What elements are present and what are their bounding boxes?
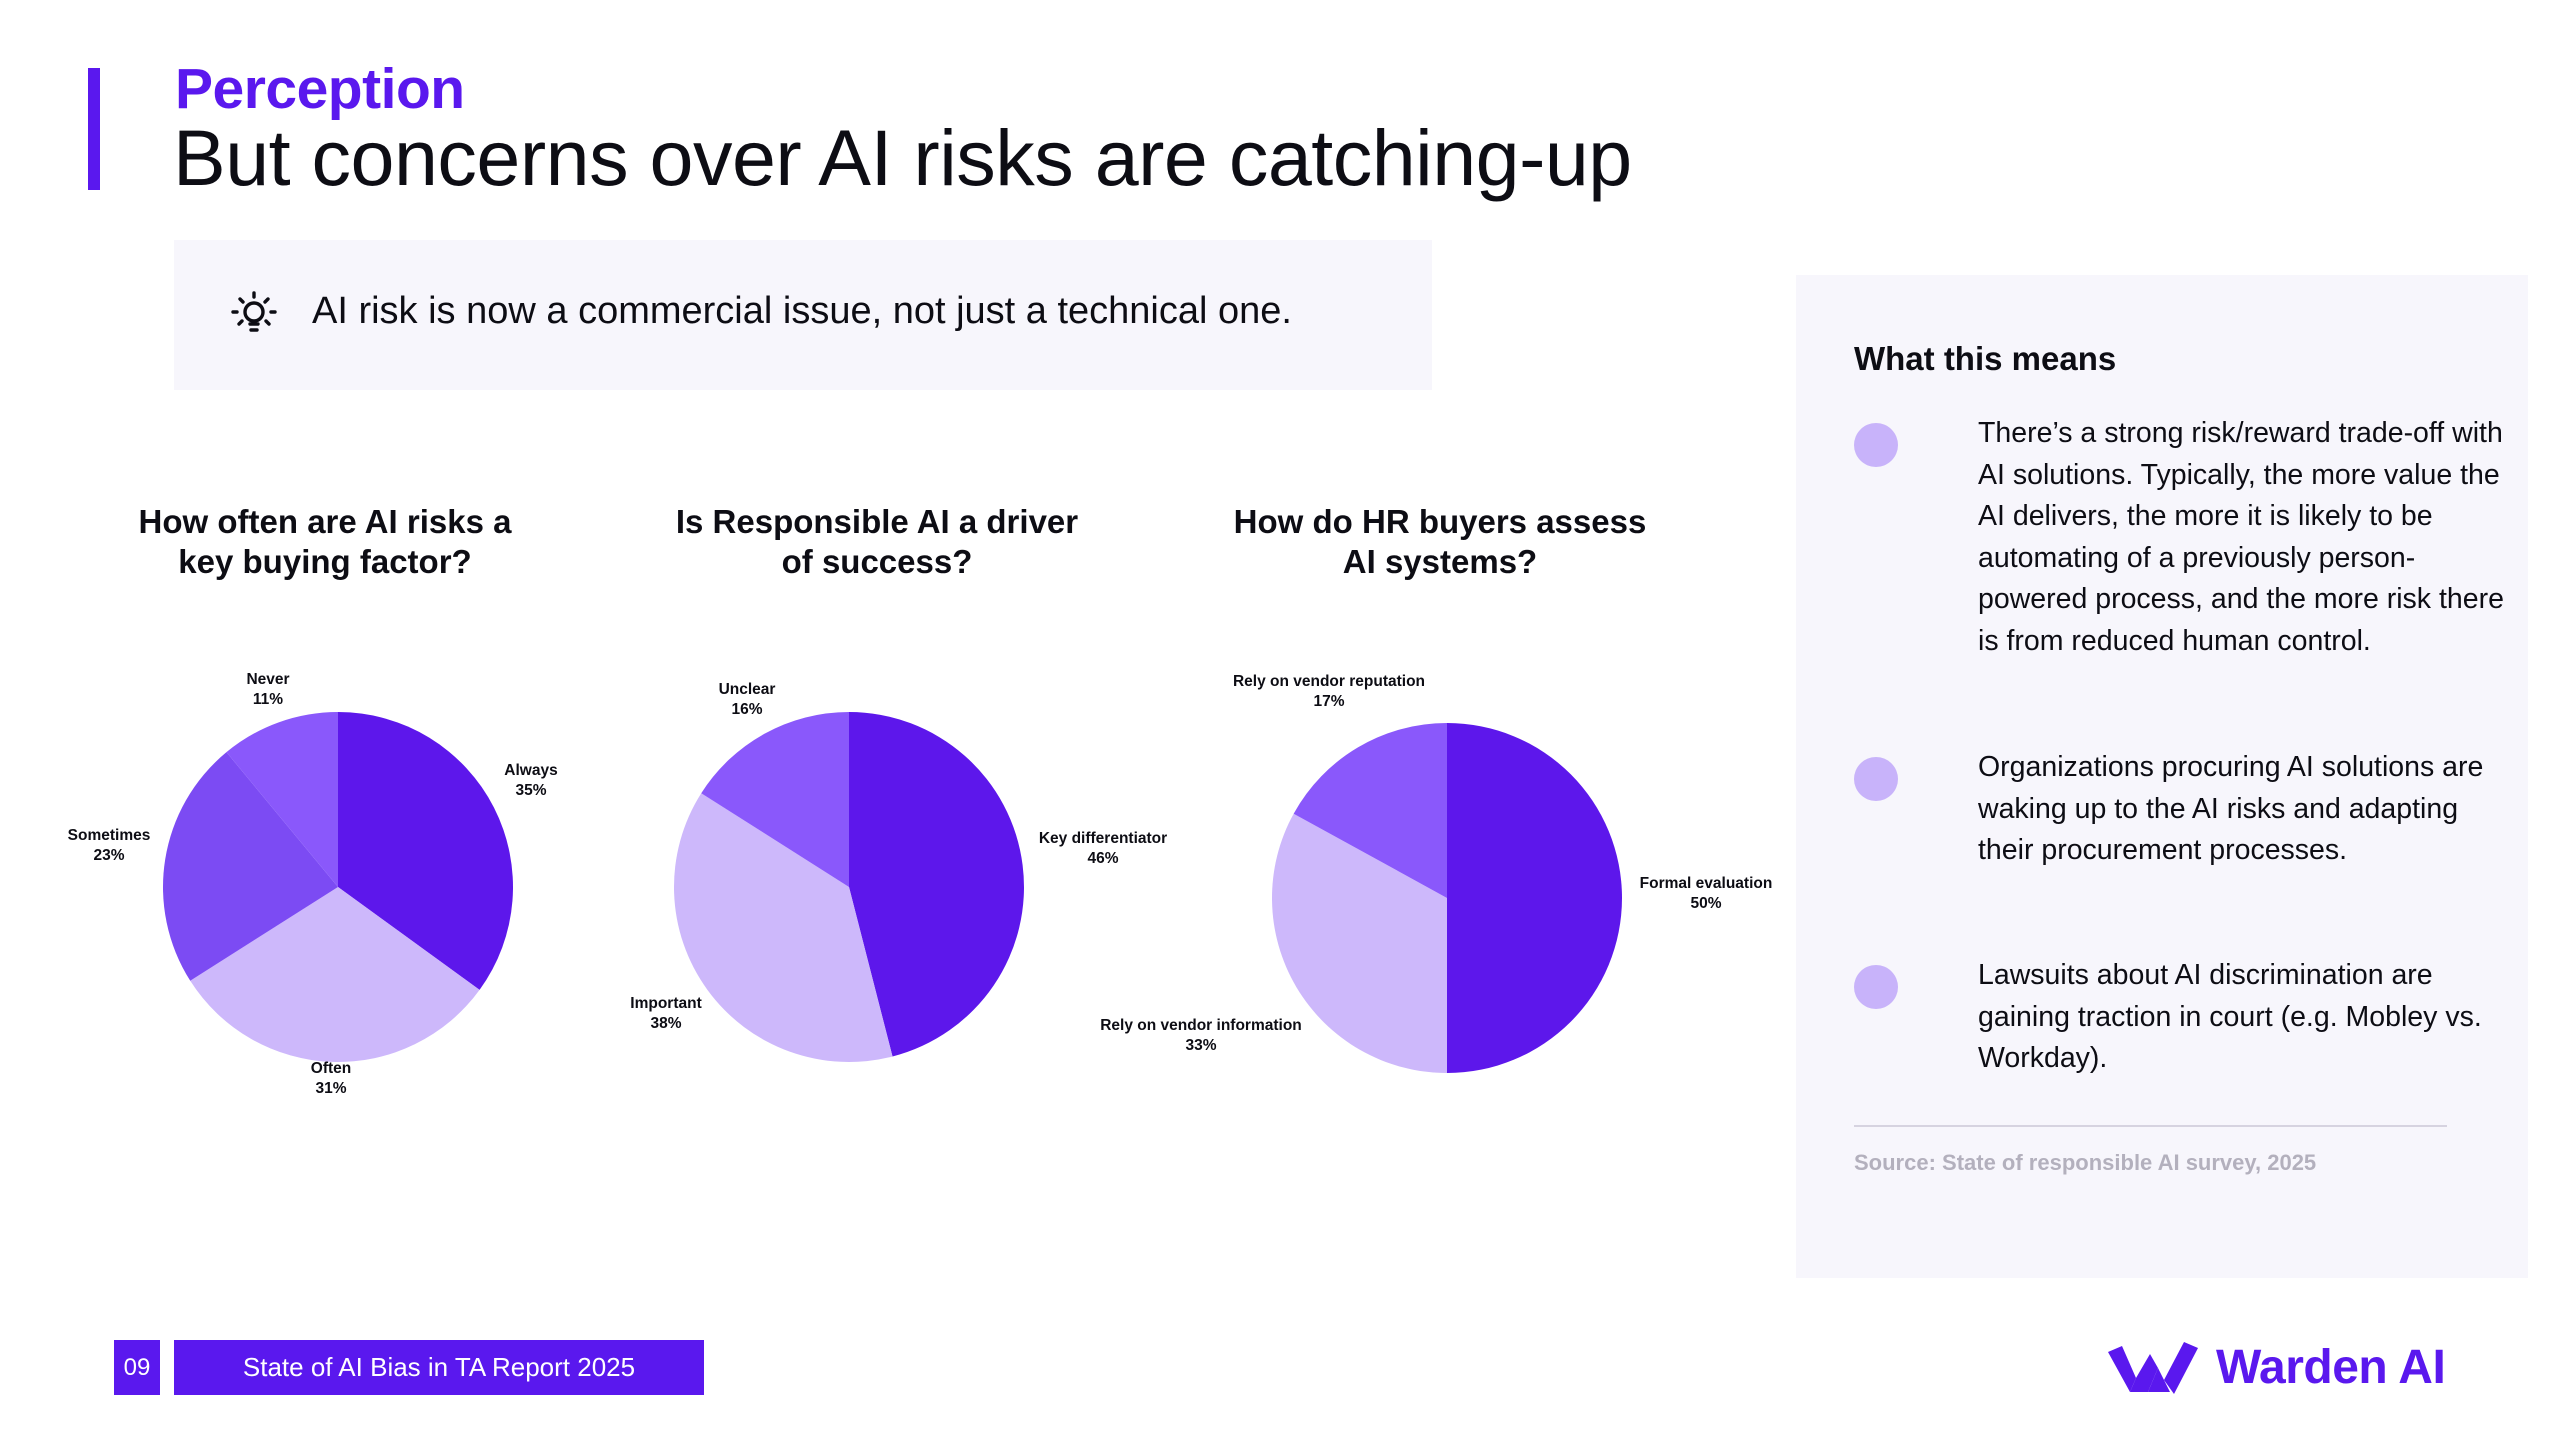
warden-logo-icon [2108, 1342, 2198, 1394]
pie-slice-always [338, 711, 514, 990]
chart-1-title: How often are AI risks a key buying facto… [138, 503, 512, 580]
list-item-text: Organizations procuring AI solutions are… [1978, 751, 2484, 866]
section-kicker: Perception [175, 57, 465, 121]
insight-text: AI risk is now a commercial issue, not j… [312, 290, 1292, 332]
divider [1854, 1125, 2447, 1127]
what-this-means-panel: What this means There’s a strong risk/re… [1796, 275, 2528, 1278]
chart-3-title: How do HR buyers assess AI systems? [1233, 503, 1647, 580]
bullet-dot [1854, 757, 1898, 801]
slice-label: Rely on vendor information 33% [1100, 1017, 1302, 1054]
source-note: Source: State of responsible AI survey, … [1854, 1150, 2317, 1175]
slice-label: Unclear 16% [719, 681, 776, 718]
pie-slice-often [190, 887, 480, 1063]
list-item-text: There’s a strong risk/reward trade-off w… [1978, 417, 2504, 657]
list-item-text: Lawsuits about AI discrimination are gai… [1978, 959, 2482, 1074]
insight-callout: AI risk is now a commercial issue, not j… [174, 240, 1432, 390]
bullet-dot [1854, 423, 1898, 467]
slice-label: Sometimes 23% [68, 827, 151, 864]
slice-label: Formal evaluation 50% [1640, 875, 1773, 912]
pie-slice-rely-on-vendor-reputation [1293, 723, 1447, 898]
brand-name: Warden AI [2216, 1341, 2446, 1394]
pie-slice-formal-evaluation [1447, 723, 1622, 1073]
slice-label: Always 35% [504, 762, 557, 799]
pie-slice-sometimes [162, 752, 338, 981]
pie-slice-unclear [701, 712, 849, 887]
bullet-dot [1854, 965, 1898, 1009]
chart-2-title: Is Responsible AI a driver of success? [675, 503, 1079, 580]
lightbulb-icon [231, 291, 277, 332]
page-title: But concerns over AI risks are catching-… [173, 113, 1632, 202]
pie-slice-important [673, 793, 893, 1062]
pie-slice-rely-on-vendor-information [1272, 813, 1447, 1073]
pie-slice-never [226, 712, 338, 887]
slice-label: Never 11% [246, 671, 289, 708]
slice-label: Important 38% [630, 995, 701, 1032]
accent-bar [88, 68, 100, 190]
pie-slice-key-differentiator [849, 712, 1024, 1057]
report-title: State of AI Bias in TA Report 2025 [174, 1340, 704, 1395]
page-number: 09 [114, 1340, 160, 1395]
slice-label: Key differentiator 46% [1039, 830, 1167, 867]
slice-label: Often 31% [311, 1060, 351, 1097]
panel-heading: What this means [1854, 340, 2117, 377]
slice-label: Rely on vendor reputation 17% [1233, 673, 1425, 710]
